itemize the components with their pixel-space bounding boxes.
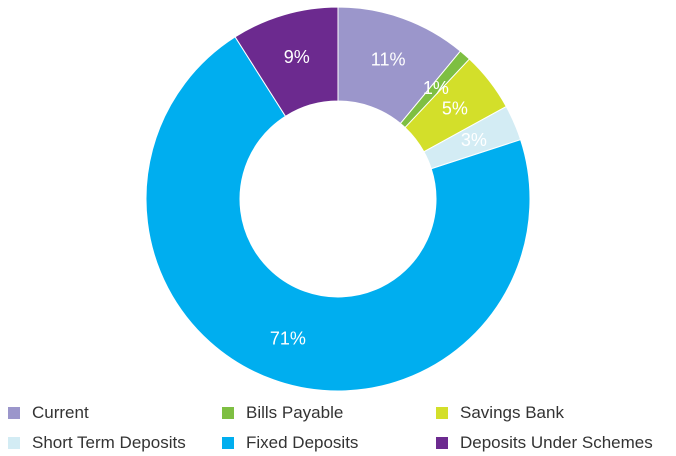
legend-item-savings-bank: Savings Bank: [436, 403, 564, 423]
legend-label-fixed-deposits: Fixed Deposits: [246, 433, 359, 452]
legend-swatch-fixed-deposits: [222, 437, 234, 449]
slice-label-short-term-deposits: 3%: [461, 130, 487, 150]
slice-label-fixed-deposits: 71%: [270, 328, 306, 348]
legend-swatch-savings-bank: [436, 407, 448, 419]
slice-fixed-deposits: [145, 36, 531, 392]
slice-label-savings-bank: 5%: [442, 98, 468, 118]
slice-label-current: 11%: [371, 50, 406, 70]
legend-item-deposits-under-schemes: Deposits Under Schemes: [436, 433, 653, 453]
legend-swatch-current: [8, 407, 20, 419]
legend-item-current: Current: [8, 403, 89, 423]
legend-label-deposits-under-schemes: Deposits Under Schemes: [460, 433, 653, 452]
legend-label-short-term-deposits: Short Term Deposits: [32, 433, 186, 452]
legend-swatch-short-term-deposits: [8, 437, 20, 449]
legend-label-savings-bank: Savings Bank: [460, 403, 564, 422]
donut-slices: [145, 6, 531, 392]
legend-label-current: Current: [32, 403, 89, 422]
chart-legend: Current Bills Payable Savings Bank Short…: [0, 400, 676, 456]
legend-item-bills-payable: Bills Payable: [222, 403, 343, 423]
donut-slice-labels: 11% 1%5% 3% 71% 9%: [270, 47, 487, 348]
legend-label-bills-payable: Bills Payable: [246, 403, 344, 422]
legend-swatch-bills-payable: [222, 407, 234, 419]
donut-chart: 11% 1%5% 3% 71% 9%: [145, 6, 531, 392]
legend-swatch-deposits-under-schemes: [436, 437, 448, 449]
legend-item-fixed-deposits: Fixed Deposits: [222, 433, 358, 453]
slice-deposits-under-schemes: [234, 6, 339, 117]
legend-item-short-term-deposits: Short Term Deposits: [8, 433, 186, 453]
slice-label-bills-payable: 1%: [423, 78, 449, 98]
slice-label-deposits-under-schemes: 9%: [284, 47, 310, 67]
